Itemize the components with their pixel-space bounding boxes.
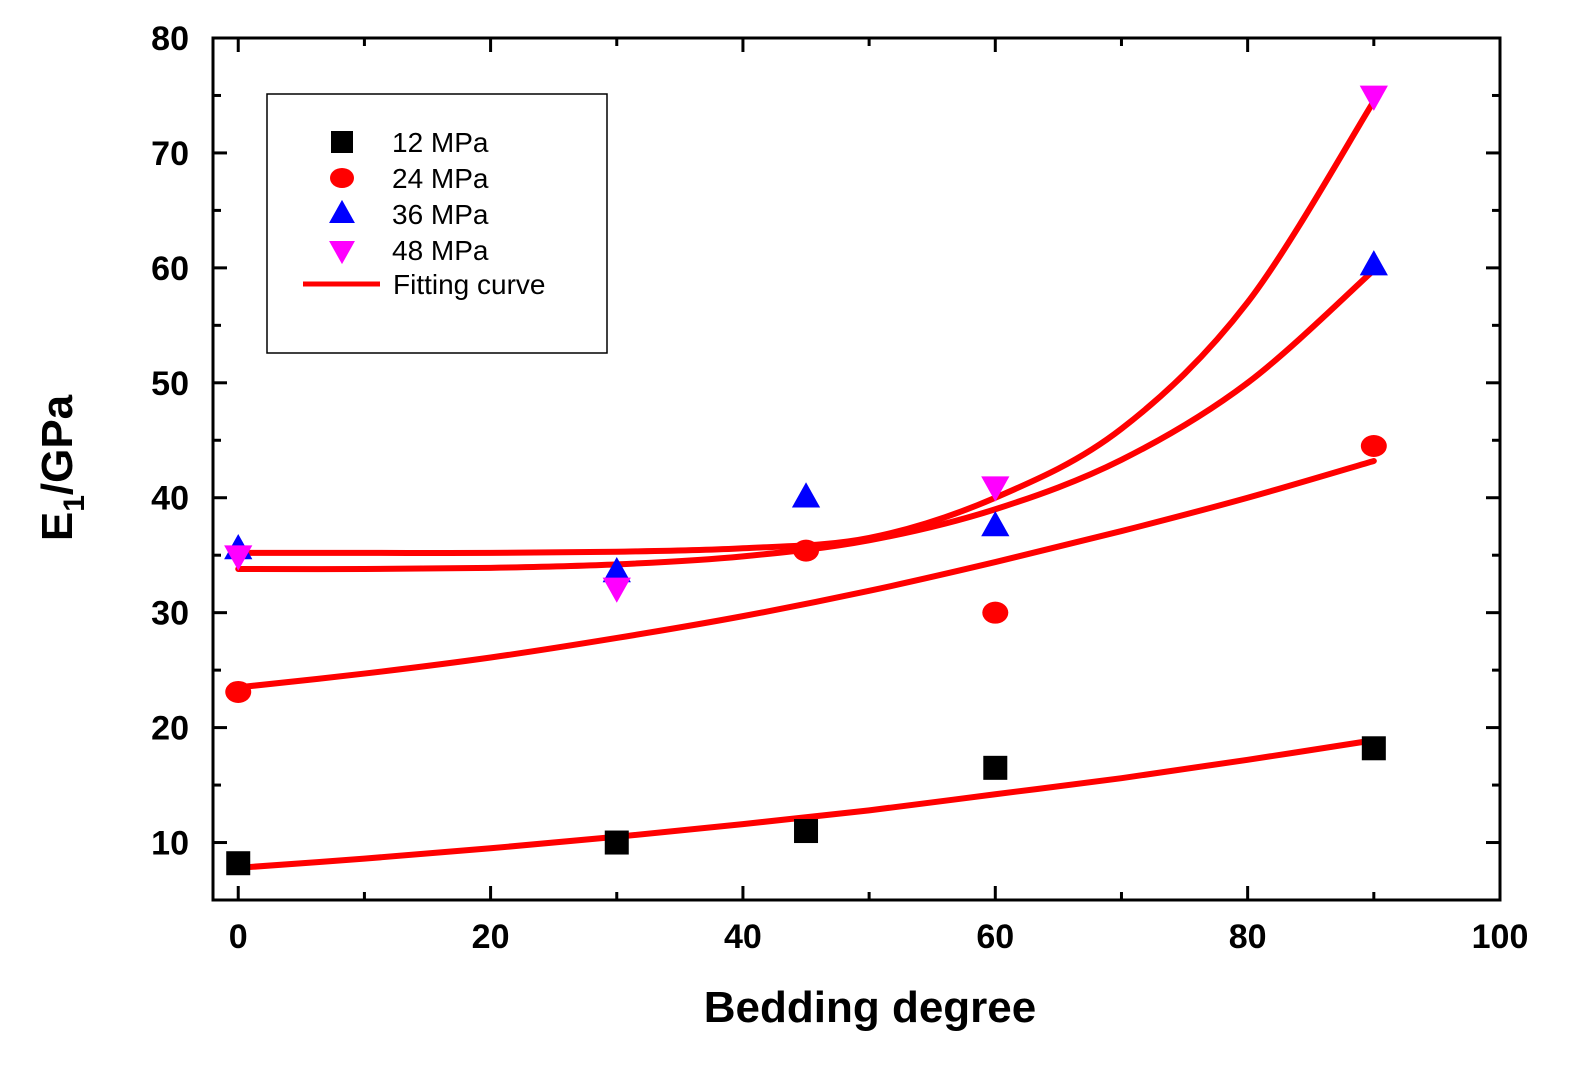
point-48mpa [1359,85,1388,111]
y-axis-title: E1/GPa [33,394,91,541]
fit-36MPa-curve [235,267,1377,573]
y-tick-label: 80 [151,20,189,58]
point-36mpa [981,511,1010,537]
point-48mpa [224,545,253,571]
data-markers [224,85,1388,876]
fit-12MPa-curve [235,737,1377,871]
point-24mpa [1360,435,1387,458]
y-tick-label: 60 [151,250,189,288]
point-48mpa [981,476,1010,502]
legend: 12 MPa 24 MPa 36 MPa 48 MPa Fitting curve [266,93,608,354]
legend-label-24mpa: 24 MPa [392,163,489,194]
fit-24MPa-curve [235,457,1377,691]
point-24mpa [793,539,820,562]
y-tick-label: 50 [151,365,189,403]
legend-label-12mpa: 12 MPa [392,127,489,158]
legend-items: 12 MPa 24 MPa 36 MPa 48 MPa [329,127,489,266]
point-24mpa [225,680,252,703]
point-48mpa [602,577,631,603]
legend-marker-24mpa [330,168,354,188]
point-36mpa [602,557,631,583]
point-12mpa [983,755,1008,780]
x-tick-label: 40 [724,918,762,956]
point-24mpa [982,601,1009,624]
legend-marker-36mpa [329,199,355,223]
y-tick-label: 20 [151,710,189,748]
y-tick-label: 70 [151,135,189,173]
legend-marker-12mpa [331,131,353,153]
point-12mpa [226,851,251,876]
fit-curves [235,98,1377,871]
legend-marker-48mpa [329,241,355,265]
plot-frame [211,36,1502,902]
x-tick-label: 100 [1472,918,1529,956]
point-36mpa [791,482,821,508]
y-tick-label: 40 [151,480,189,518]
y-tick-labels: 10 20 30 40 50 60 70 80 [151,20,189,863]
x-tick-label: 80 [1229,918,1267,956]
x-tick-labels: 0 20 40 60 80 100 [229,918,1529,956]
x-tick-label: 60 [976,918,1014,956]
point-36mpa [1359,250,1388,276]
x-tick-label: 0 [229,918,248,956]
y-tick-label: 30 [151,595,189,633]
legend-fit-label: Fitting curve [393,269,546,300]
fit-48MPa-curve [235,98,1377,556]
legend-label-48mpa: 48 MPa [392,235,489,266]
legend-box [266,93,608,354]
x-tick-label: 20 [472,918,510,956]
point-12mpa [604,830,629,855]
y-tick-label: 10 [151,825,189,863]
point-12mpa [794,819,819,844]
point-12mpa [1361,736,1386,761]
x-axis-title: Bedding degree [704,983,1037,1032]
legend-label-36mpa: 36 MPa [392,199,489,230]
